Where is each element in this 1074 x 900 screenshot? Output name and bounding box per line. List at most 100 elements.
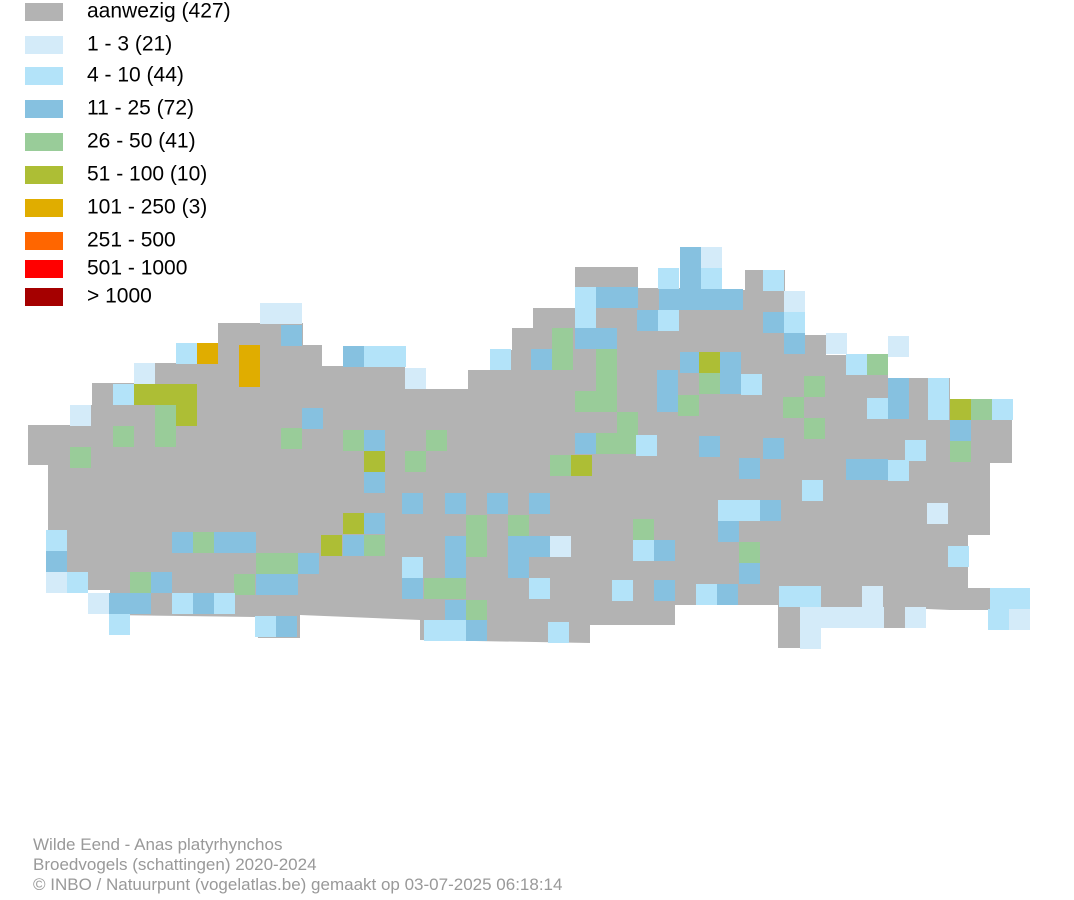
grid-square xyxy=(255,616,276,637)
grid-square xyxy=(466,600,487,621)
grid-square xyxy=(948,546,969,567)
legend-swatch xyxy=(25,166,63,184)
grid-square xyxy=(113,426,134,447)
grid-square xyxy=(800,586,821,607)
grid-square xyxy=(234,574,255,595)
grid-square xyxy=(763,312,784,333)
grid-square xyxy=(134,384,155,405)
grid-square xyxy=(46,572,67,593)
grid-square xyxy=(277,574,298,595)
legend-label: 1 - 3 (21) xyxy=(87,33,172,56)
grid-square xyxy=(617,287,638,308)
grid-square xyxy=(402,493,423,514)
legend-label: 51 - 100 (10) xyxy=(87,163,207,186)
grid-square xyxy=(364,451,385,472)
grid-square xyxy=(821,607,842,628)
grid-square xyxy=(214,593,235,614)
footer-line: Broedvogels (schattingen) 2020-2024 xyxy=(33,855,317,874)
grid-square xyxy=(281,303,302,324)
grid-square xyxy=(113,384,134,405)
grid-square xyxy=(402,557,423,578)
grid-square xyxy=(596,391,617,412)
footer: Wilde Eend - Anas platyrhynchosBroedvoge… xyxy=(33,835,562,894)
grid-square xyxy=(298,553,319,574)
legend-label: 11 - 25 (72) xyxy=(87,97,194,120)
legend-label: aanwezig (427) xyxy=(87,0,231,23)
grid-square xyxy=(617,433,638,454)
grid-square xyxy=(70,447,91,468)
grid-square xyxy=(720,373,741,394)
grid-square xyxy=(658,268,679,289)
grid-square xyxy=(779,586,800,607)
grid-square xyxy=(214,532,235,553)
grid-square xyxy=(784,333,805,354)
grid-square xyxy=(1009,609,1030,630)
grid-square xyxy=(988,609,1009,630)
grid-square xyxy=(466,536,487,557)
legend-swatch xyxy=(25,133,63,151)
grid-square xyxy=(281,325,302,346)
legend-swatch xyxy=(25,288,63,306)
grid-square xyxy=(804,418,825,439)
grid-square xyxy=(445,557,466,578)
grid-square xyxy=(445,600,466,621)
grid-square xyxy=(718,500,739,521)
grid-square xyxy=(888,398,909,419)
grid-square xyxy=(364,346,385,367)
grid-square xyxy=(490,349,511,370)
grid-square xyxy=(548,622,569,643)
grid-square xyxy=(654,580,675,601)
grid-square xyxy=(575,308,596,329)
grid-square xyxy=(235,532,256,553)
legend-label: 26 - 50 (41) xyxy=(87,130,196,153)
grid-square xyxy=(321,535,342,556)
grid-square xyxy=(659,289,680,310)
grid-square xyxy=(846,354,867,375)
grid-square xyxy=(826,333,847,354)
grid-square xyxy=(508,515,529,536)
grid-square xyxy=(405,368,426,389)
grid-square xyxy=(637,310,658,331)
grid-square xyxy=(571,455,592,476)
grid-square xyxy=(739,500,760,521)
grid-square xyxy=(701,247,722,268)
grid-square xyxy=(385,346,406,367)
grid-square xyxy=(636,435,657,456)
grid-square xyxy=(172,532,193,553)
grid-square xyxy=(276,616,297,637)
grid-square xyxy=(508,536,529,557)
grid-square xyxy=(529,536,550,557)
grid-square xyxy=(596,370,617,391)
grid-square xyxy=(281,428,302,449)
grid-square xyxy=(508,557,529,578)
grid-square xyxy=(699,373,720,394)
grid-square xyxy=(130,593,151,614)
grid-square xyxy=(155,405,176,426)
grid-square xyxy=(739,563,760,584)
grid-square xyxy=(699,352,720,373)
grid-square xyxy=(658,310,679,331)
grid-square xyxy=(802,480,823,501)
grid-square xyxy=(466,515,487,536)
grid-square xyxy=(575,287,596,308)
legend-label: 101 - 250 (3) xyxy=(87,196,207,219)
grid-square xyxy=(364,535,385,556)
grid-square xyxy=(550,455,571,476)
legend: aanwezig (427) 1 - 3 (21) 4 - 10 (44) 11 - … xyxy=(25,0,231,308)
grid-square xyxy=(426,430,447,451)
grid-square xyxy=(277,553,298,574)
grid-square xyxy=(552,349,573,370)
grid-square xyxy=(88,593,109,614)
grid-square xyxy=(445,578,466,599)
grid-square xyxy=(405,451,426,472)
grid-square xyxy=(256,574,277,595)
grid-square xyxy=(531,349,552,370)
legend-swatch xyxy=(25,67,63,85)
legend-swatch xyxy=(25,260,63,278)
grid-square xyxy=(575,328,596,349)
grid-square xyxy=(739,458,760,479)
legend-label: 251 - 500 xyxy=(87,229,176,252)
legend-label: 501 - 1000 xyxy=(87,257,187,280)
grid-square xyxy=(151,572,172,593)
